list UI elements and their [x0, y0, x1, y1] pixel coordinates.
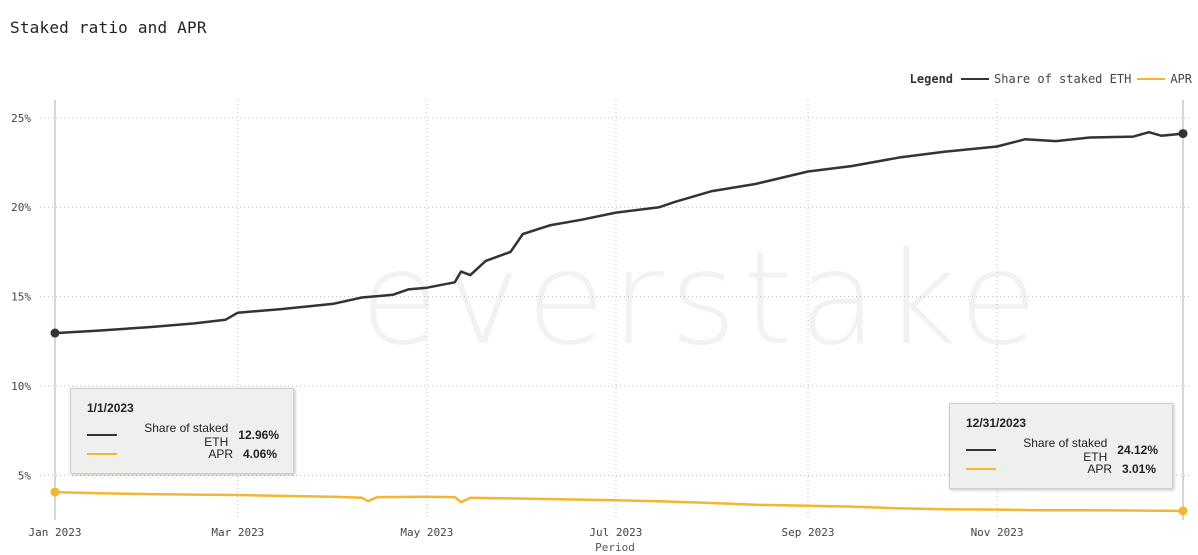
legend-title: Legend: [909, 72, 954, 86]
tooltip-start: 1/1/2023 Share of staked ETH 12.96% APR …: [70, 388, 294, 474]
tooltip-swatch-apr: [87, 452, 117, 455]
series-marker-end-1: [1178, 506, 1188, 516]
tooltip-value-apr: 4.06%: [243, 446, 278, 461]
tooltip-label-apr: APR: [1087, 461, 1112, 476]
y-tick-label: 25%: [11, 112, 31, 125]
legend-label-staked: Share of staked ETH: [994, 72, 1132, 86]
y-tick-label: 10%: [11, 380, 31, 393]
legend-label-apr: APR: [1170, 72, 1192, 86]
legend: Legend Share of staked ETH APR: [910, 72, 1198, 86]
tooltip-label-staked: Share of staked ETH: [1023, 435, 1108, 464]
x-tick-label: May 2023: [400, 526, 453, 539]
x-tick-label: Jan 2023: [29, 526, 82, 539]
legend-item-apr[interactable]: APR: [1137, 72, 1192, 86]
tooltip-value-staked: 12.96%: [238, 427, 279, 442]
legend-item-staked[interactable]: Share of staked ETH: [961, 72, 1131, 86]
chart-title: Staked ratio and APR: [10, 18, 207, 37]
x-tick-label: Nov 2023: [971, 526, 1024, 539]
tooltip-value-apr: 3.01%: [1122, 461, 1157, 476]
tooltip-row-staked: Share of staked ETH 12.96%: [87, 421, 279, 449]
y-tick-label: 20%: [11, 201, 31, 214]
x-tick-label: Jul 2023: [589, 526, 642, 539]
tooltip-value-staked: 24.12%: [1117, 442, 1158, 457]
series-line-1: [53, 490, 1185, 513]
tooltip-row-apr: APR 4.06%: [87, 444, 279, 463]
x-tick-label: Sep 2023: [782, 526, 835, 539]
tooltip-row-apr: APR 3.01%: [966, 459, 1158, 478]
tooltip-row-staked: Share of staked ETH 24.12%: [966, 436, 1158, 464]
tooltip-swatch-staked: [87, 433, 117, 436]
tooltip-swatch-apr: [966, 467, 996, 470]
tooltip-label-staked: Share of staked ETH: [144, 420, 229, 449]
y-tick-label: 5%: [18, 469, 32, 482]
x-tick-label: Mar 2023: [211, 526, 264, 539]
series-marker-start-0: [50, 328, 60, 338]
legend-swatch-staked: [961, 78, 990, 80]
tooltip-date: 12/31/2023: [966, 416, 1027, 430]
tooltip-end: 12/31/2023 Share of staked ETH 24.12% AP…: [949, 403, 1173, 489]
series-line-0: [53, 130, 1185, 335]
tooltip-label-apr: APR: [208, 446, 233, 461]
series-marker-end-0: [1178, 129, 1188, 139]
series-marker-start-1: [50, 487, 60, 497]
legend-swatch-apr: [1137, 78, 1166, 80]
x-axis-title: Period: [595, 541, 635, 554]
y-tick-label: 15%: [11, 291, 31, 304]
tooltip-date: 1/1/2023: [87, 401, 134, 415]
tooltip-swatch-staked: [966, 448, 996, 451]
